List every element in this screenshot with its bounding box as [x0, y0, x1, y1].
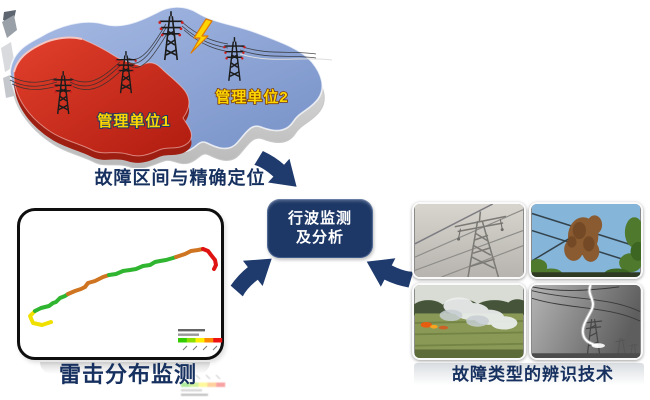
- damaged-tower-photo: [412, 202, 526, 279]
- power-line-highlight: [239, 53, 333, 61]
- lightning-distribution-panel: [17, 208, 224, 360]
- power-lines: [9, 21, 317, 90]
- caption-fault-location: 故障区间与精确定位: [94, 168, 266, 188]
- traveling-wave-box: 行波监测 及分析: [267, 199, 373, 258]
- fault-photo-grid: [412, 202, 643, 360]
- tree-near-line-photo: [529, 202, 643, 279]
- arrow-up-right-icon: [230, 258, 272, 297]
- legend-colorbar: [178, 329, 223, 351]
- map-shard: [2, 15, 17, 38]
- region-2-label: 管理单位2: [215, 88, 288, 106]
- power-grid-map: 管理单位1 管理单位2: [1, 6, 333, 168]
- lightning-strike-path: [28, 247, 218, 327]
- traveling-wave-line2: 及分析: [295, 229, 344, 246]
- photos-reflection: [414, 363, 644, 385]
- arrow-up-left-icon: [366, 258, 414, 288]
- caption-lightning-monitoring: 雷击分布监测: [58, 362, 197, 387]
- lightning-bolt-icon: [190, 18, 213, 54]
- wildfire-photo: [412, 283, 526, 360]
- arrow-down-right-icon: [254, 150, 297, 187]
- caption-fault-type: 故障类型的辨识技术: [452, 365, 614, 384]
- region-1: [13, 37, 192, 157]
- traveling-wave-line1: 行波监测: [287, 210, 352, 227]
- lightning-strike-photo: [529, 283, 643, 360]
- legend-reflection: [181, 370, 227, 396]
- region-1-label: 管理单位1: [97, 112, 170, 130]
- panel-reflection: [40, 362, 210, 374]
- region-1-highlight: [13, 36, 83, 73]
